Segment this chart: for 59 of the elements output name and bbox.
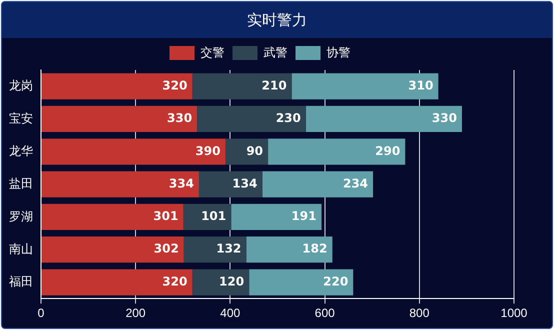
bar — [225, 138, 268, 165]
data-label: 220 — [323, 274, 348, 288]
data-label: 134 — [232, 176, 258, 190]
y-tick-label: 龙华 — [9, 144, 33, 158]
y-tick-label: 南山 — [9, 242, 33, 256]
data-label: 330 — [167, 111, 192, 126]
data-label: 191 — [291, 209, 316, 224]
x-tick-label: 600 — [314, 306, 336, 320]
x-tick-label: 0 — [38, 306, 45, 320]
bar — [42, 138, 226, 165]
data-label: 290 — [375, 144, 400, 158]
y-tick-label: 宝安 — [9, 111, 33, 126]
legend-label: 交警 — [200, 45, 224, 60]
bar — [306, 106, 462, 132]
bar — [42, 269, 192, 296]
bar — [198, 171, 262, 198]
data-label: 234 — [342, 176, 368, 190]
y-tick-label: 龙岗 — [9, 78, 33, 93]
data-label: 330 — [432, 111, 457, 126]
bar — [42, 236, 184, 263]
data-label: 210 — [262, 78, 287, 92]
x-tick-label: 1000 — [500, 306, 528, 320]
data-label: 230 — [276, 111, 301, 126]
data-label: 302 — [154, 242, 179, 256]
bar — [42, 73, 192, 100]
data-label: 310 — [408, 78, 434, 92]
legend-label: 武警 — [264, 45, 288, 60]
data-label: 90 — [246, 144, 264, 158]
bar — [268, 138, 406, 165]
bar — [292, 73, 438, 100]
data-label: 320 — [162, 274, 188, 288]
y-tick-label: 罗湖 — [9, 209, 33, 224]
bar — [42, 106, 198, 132]
data-label: 390 — [195, 144, 220, 158]
data-label: 301 — [153, 209, 178, 224]
x-tick-label: 200 — [126, 306, 146, 320]
bar — [197, 106, 306, 132]
bar — [42, 204, 184, 230]
bar — [192, 269, 250, 296]
data-label: 182 — [302, 242, 328, 256]
data-label: 101 — [201, 209, 226, 224]
data-label: 132 — [216, 242, 242, 256]
bar — [231, 204, 322, 230]
data-label: 120 — [219, 274, 244, 288]
data-label: 320 — [162, 78, 188, 92]
bar — [183, 204, 232, 230]
bar — [184, 236, 246, 263]
bar — [192, 73, 292, 100]
legend-label: 协警 — [326, 45, 350, 60]
chart-title: 实时警力 — [2, 2, 552, 38]
y-tick-label: 福田 — [9, 274, 33, 289]
bar — [42, 171, 199, 198]
y-tick-label: 盐田 — [9, 176, 33, 191]
data-label: 334 — [168, 176, 194, 190]
x-tick-label: 400 — [220, 306, 241, 320]
bar — [246, 236, 332, 263]
x-tick-label: 800 — [409, 306, 430, 320]
bar — [262, 171, 374, 198]
bar — [249, 269, 354, 296]
